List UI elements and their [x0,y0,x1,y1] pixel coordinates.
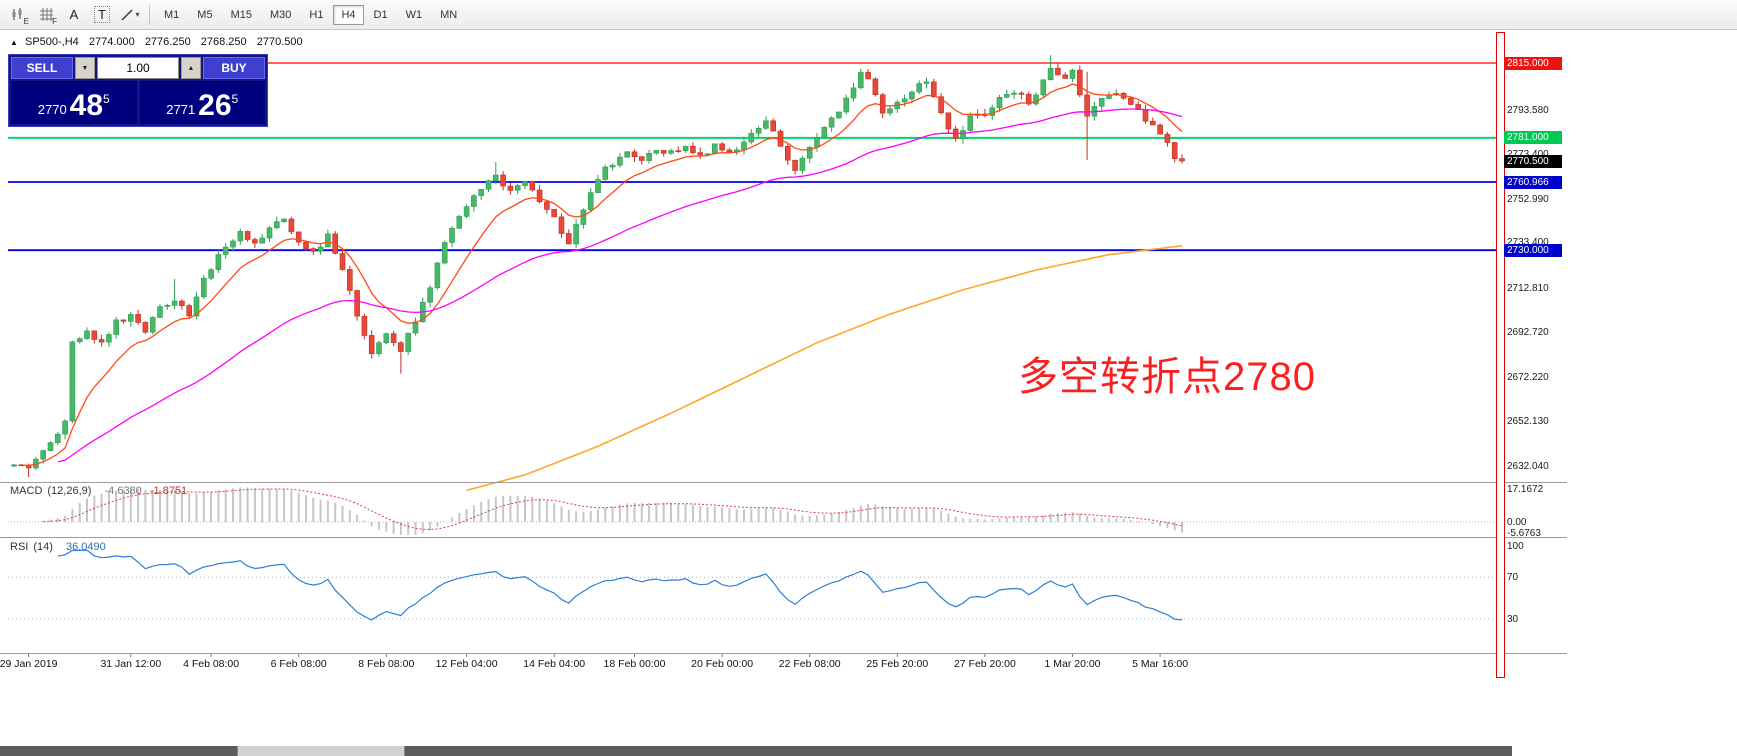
text-annotation-icon[interactable]: A [69,7,79,22]
rsi-axis-label: 30 [1507,613,1519,625]
bottom-tab[interactable] [237,746,405,756]
time-axis-label: 8 Feb 08:00 [358,658,415,670]
price-tick-label: 2752.990 [1507,194,1549,206]
medium-ma-line [57,108,1183,463]
time-axis-label: 5 Mar 16:00 [1132,658,1189,670]
macd-axis-label: 17.1672 [1507,484,1544,496]
price-line-label: 2781.000 [1504,131,1562,145]
trendline-glyph [121,9,133,20]
price-line-label: 2730.000 [1504,243,1562,257]
macd-axis-label: 0.00 [1507,517,1527,528]
one-click-trade-panel: SELL ▼ ▲ BUY 2770 48 5 2771 26 5 [8,54,268,127]
candlestick-glyph [12,7,22,20]
text-box-icon[interactable]: T [88,2,116,28]
sell-button[interactable]: SELL [11,57,73,79]
macd-panel-separator [0,482,1567,483]
volume-input[interactable] [97,57,179,79]
dropdown-caret-icon: ▾ [135,10,140,19]
ohlc-open: 2774.000 [88,36,135,48]
macd-axis-label: -5.6763 [1507,527,1541,539]
price-tick-label: 2632.040 [1507,460,1549,472]
buy-price-sup: 5 [231,92,239,106]
buy-price-big: 26 [198,89,232,122]
volume-increase-button[interactable]: ▲ [181,57,201,79]
top-toolbar: E F A T ▾ M1 M5 M15 M30 H1 H4 D1 W1 MN [0,0,1737,30]
ohlc-close: 2770.500 [256,36,303,48]
timeframe-button-mn[interactable]: MN [440,8,458,21]
grid-icon[interactable]: F [32,2,60,28]
icon-sub-letter: E [23,16,29,26]
chart-annotation: 多空转折点2780 [1018,355,1316,399]
macd-header: MACD (12,26,9) -4.6380 -1.8751 [10,485,192,497]
sell-price-big: 48 [69,89,104,122]
time-axis-label: 20 Feb 00:00 [691,658,754,670]
timeframe-button-m30[interactable]: M30 [269,8,292,21]
bottom-tab-bar [0,746,1512,756]
rsi-axis-label: 70 [1507,572,1519,584]
timeframe-button-w1[interactable]: W1 [405,8,423,21]
time-axis-label: 22 Feb 08:00 [778,658,841,670]
timeframe-button-m5[interactable]: M5 [197,8,213,21]
time-axis-label: 4 Feb 08:00 [183,658,240,670]
macd-signal-line [43,488,1183,531]
timeframe-group: M1 M5 M15 M30 H1 H4 D1 W1 MN [155,4,466,25]
price-tick-label: 2733.400 [1504,236,1562,249]
rsi-value: 36.0490 [65,541,106,553]
time-axis-label: 18 Feb 00:00 [603,658,666,670]
price-tick-label: 2692.720 [1507,326,1549,338]
rsi-panel-separator [0,537,1567,538]
price-line-label: 2815.000 [1504,56,1562,70]
time-axis-label: 29 Jan 2019 [0,658,58,670]
timeframe-button-h4[interactable]: H4 [333,4,364,25]
ohlc-low: 2768.250 [200,36,247,48]
price-tick-label: 2672.220 [1507,372,1549,383]
sell-price-box[interactable]: 2770 48 5 [11,81,137,124]
time-axis-label: 1 Mar 20:00 [1044,658,1101,670]
rsi-line [57,549,1183,621]
sell-price-prefix: 2770 [37,102,67,117]
price-line-label: 2770.500 [1504,154,1562,168]
timeframe-button-m15[interactable]: M15 [230,8,252,21]
timeframe-button-d1[interactable]: D1 [373,8,388,21]
time-axis-separator [0,653,1567,654]
timeframe-button-h1[interactable]: H1 [309,8,324,21]
macd-value: -4.6380 [104,485,142,497]
time-axis-label: 6 Feb 08:00 [270,658,327,670]
price-tick-label: 2712.810 [1507,282,1549,294]
price-line-label: 2760.966 [1504,175,1562,189]
macd-name: MACD (12,26,9) [10,485,92,497]
line-studies-icon[interactable]: ▾ [116,2,144,28]
volume-decrease-button[interactable]: ▼ [75,57,95,79]
candlestick-chart-icon[interactable]: E [4,2,32,28]
macd-signal-value: -1.8751 [149,485,188,497]
ohlc-high: 2776.250 [144,36,191,48]
sell-price-sup: 5 [103,92,110,106]
icon-sub-letter: F [52,16,57,26]
grid-glyph [39,8,53,21]
collapse-arrow-icon[interactable]: ▲ [10,38,18,47]
time-axis-label: 12 Feb 04:00 [435,658,498,670]
time-axis-label: 25 Feb 20:00 [866,658,929,670]
vertical-scrollbar[interactable] [1496,32,1505,678]
timeframe-button-m1[interactable]: M1 [164,8,180,21]
toolbar-separator [149,4,150,25]
buy-price-box[interactable]: 2771 26 5 [139,81,265,124]
rsi-header: RSI (14) 36.0490 [10,541,111,553]
price-tick-label: 2793.580 [1507,104,1549,116]
rsi-axis-label: 100 [1507,541,1524,552]
time-axis-label: 14 Feb 04:00 [523,658,586,670]
fast-ma-line [21,83,1183,467]
time-axis-label: 31 Jan 12:00 [100,658,162,670]
buy-price-prefix: 2771 [166,102,196,117]
symbol-name: SP500-,H4 [24,36,79,48]
rsi-name: RSI (14) [10,541,53,553]
time-axis-label: 27 Feb 20:00 [953,658,1016,670]
price-tick-label: 2652.130 [1507,416,1549,428]
symbol-ohlc-header: ▲ SP500-,H4 2774.000 2776.250 2768.250 2… [10,36,310,48]
buy-button[interactable]: BUY [203,57,265,79]
